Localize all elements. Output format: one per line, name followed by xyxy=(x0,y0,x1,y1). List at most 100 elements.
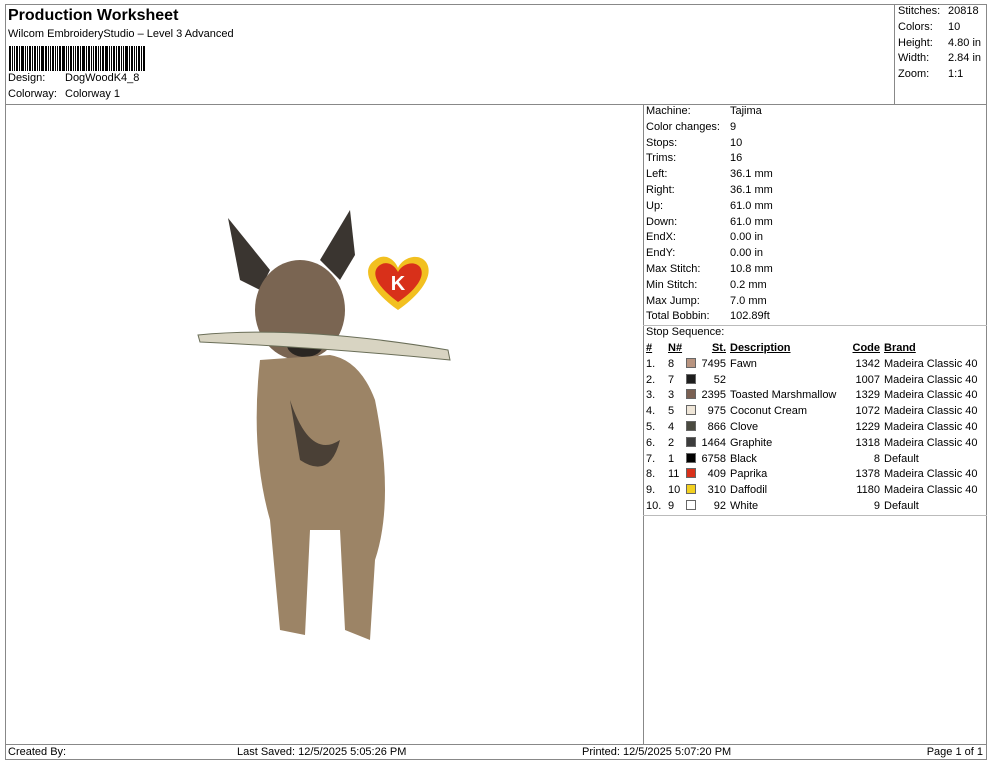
info-value: 16 xyxy=(730,152,743,165)
row-code: 8 xyxy=(873,452,880,465)
info-value: 102.89ft xyxy=(730,310,770,323)
table-row: 7. 1 6758 Black 8 Default xyxy=(646,452,978,468)
row-code: 1342 xyxy=(855,357,880,370)
info-row: EndX: 0.00 in xyxy=(646,230,986,246)
row-brand: Default xyxy=(884,452,919,465)
swatch-cell xyxy=(686,420,698,436)
color-swatch xyxy=(686,420,696,431)
row-brand: Madeira Classic 40 xyxy=(884,484,978,497)
stop-sequence-title: Stop Sequence: xyxy=(646,326,725,338)
stat-row: Stitches: 20818 xyxy=(895,4,987,20)
info-row: Down: 61.0 mm xyxy=(646,215,986,231)
stat-row: Width: 2.84 in xyxy=(895,51,987,67)
design-value: DogWoodK4_8 xyxy=(65,72,140,84)
info-label: Max Jump: xyxy=(646,294,700,307)
info-label: Trims: xyxy=(646,152,677,165)
divider xyxy=(643,325,987,326)
row-index: 4. xyxy=(646,405,656,418)
last-saved: Last Saved: 12/5/2025 5:05:26 PM xyxy=(237,746,407,758)
design-label: Design: xyxy=(8,72,46,84)
info-label: Right: xyxy=(646,183,675,196)
footer: Created By: Last Saved: 12/5/2025 5:05:2… xyxy=(5,744,987,760)
row-code: 1072 xyxy=(855,405,880,418)
row-index: 9. xyxy=(646,484,656,497)
row-description: Graphite xyxy=(730,436,773,449)
table-row: 9. 10 310 Daffodil 1180 Madeira Classic 40 xyxy=(646,483,978,499)
row-brand: Madeira Classic 40 xyxy=(884,420,978,433)
info-value: 0.00 in xyxy=(730,247,764,260)
stat-label: Height: xyxy=(898,36,933,49)
row-brand: Madeira Classic 40 xyxy=(884,436,978,449)
row-needle: 4 xyxy=(668,420,675,433)
stat-row: Zoom: 1:1 xyxy=(895,67,987,83)
row-code: 1329 xyxy=(855,389,880,402)
row-description: Black xyxy=(730,452,757,465)
stat-label: Stitches: xyxy=(898,5,941,17)
row-needle: 5 xyxy=(668,405,675,418)
row-stitches: 409 xyxy=(707,468,726,481)
info-value: 0.00 in xyxy=(730,231,764,244)
color-swatch xyxy=(686,357,696,368)
swatch-cell xyxy=(686,404,698,420)
row-stitches: 975 xyxy=(707,405,726,418)
row-code: 1180 xyxy=(856,484,880,497)
row-needle: 3 xyxy=(668,389,675,402)
info-value: 10.8 mm xyxy=(730,262,773,275)
row-stitches: 7495 xyxy=(701,357,726,370)
swatch-cell xyxy=(686,452,698,468)
table-header: # N# St. Description Code Brand xyxy=(646,341,978,357)
info-label: Machine: xyxy=(646,105,691,117)
row-stitches: 866 xyxy=(707,420,726,433)
row-index: 2. xyxy=(646,373,656,386)
row-stitches: 310 xyxy=(707,484,726,497)
colorway-row: Colorway: Colorway 1 xyxy=(8,88,120,100)
info-row: Left: 36.1 mm xyxy=(646,167,986,183)
row-brand: Madeira Classic 40 xyxy=(884,357,978,370)
color-swatch xyxy=(686,389,696,400)
row-brand: Madeira Classic 40 xyxy=(884,373,978,386)
colorway-value: Colorway 1 xyxy=(65,88,121,100)
design-row: Design: DogWoodK4_8 xyxy=(8,72,139,84)
info-label: EndX: xyxy=(646,231,676,244)
row-description: Daffodil xyxy=(730,484,768,497)
info-label: Stops: xyxy=(646,136,678,149)
row-brand: Madeira Classic 40 xyxy=(884,405,978,418)
table-row: 2. 7 52 1007 Madeira Classic 40 xyxy=(646,373,978,389)
row-description: Fawn xyxy=(730,357,757,370)
row-stitches: 92 xyxy=(713,499,726,512)
info-value: 9 xyxy=(730,120,737,133)
row-index: 7. xyxy=(646,452,656,465)
row-code: 1229 xyxy=(855,420,880,433)
worksheet-frame xyxy=(5,4,987,760)
page-title: Production Worksheet xyxy=(8,7,179,24)
row-description: Toasted Marshmallow xyxy=(730,389,837,402)
col-code: Code xyxy=(852,342,881,354)
row-stitches: 52 xyxy=(713,373,726,386)
swatch-cell xyxy=(686,388,698,404)
info-value: 61.0 mm xyxy=(730,199,773,212)
row-needle: 9 xyxy=(668,499,675,512)
info-label: Min Stitch: xyxy=(646,278,698,291)
stat-label: Colors: xyxy=(898,20,933,33)
info-value: 10 xyxy=(730,136,743,149)
table-row: 4. 5 975 Coconut Cream 1072 Madeira Classic 4… xyxy=(646,404,978,420)
info-row: Max Stitch: 10.8 mm xyxy=(646,262,986,278)
info-label: EndY: xyxy=(646,247,676,260)
table-row: 5. 4 866 Clove 1229 Madeira Classic 40 xyxy=(646,420,978,436)
color-swatch xyxy=(686,436,696,447)
color-swatch xyxy=(686,484,696,495)
stat-row: Colors: 10 xyxy=(895,20,987,36)
info-row: Total Bobbin: 102.89ft xyxy=(646,309,986,325)
info-label: Left: xyxy=(646,168,668,181)
header: Production Worksheet Wilcom EmbroiderySt… xyxy=(5,4,987,105)
table-row: 3. 3 2395 Toasted Marshmallow 1329 Madeira Cl… xyxy=(646,388,978,404)
row-index: 6. xyxy=(646,436,656,449)
info-value: 0.2 mm xyxy=(730,278,767,291)
row-index: 1. xyxy=(646,357,656,370)
row-stitches: 2395 xyxy=(701,389,726,402)
swatch-cell xyxy=(686,373,698,389)
info-label: Down: xyxy=(646,215,678,228)
info-row: Color changes: 9 xyxy=(646,120,986,136)
row-description: White xyxy=(730,499,759,512)
stat-value: 2.84 in xyxy=(948,52,982,65)
